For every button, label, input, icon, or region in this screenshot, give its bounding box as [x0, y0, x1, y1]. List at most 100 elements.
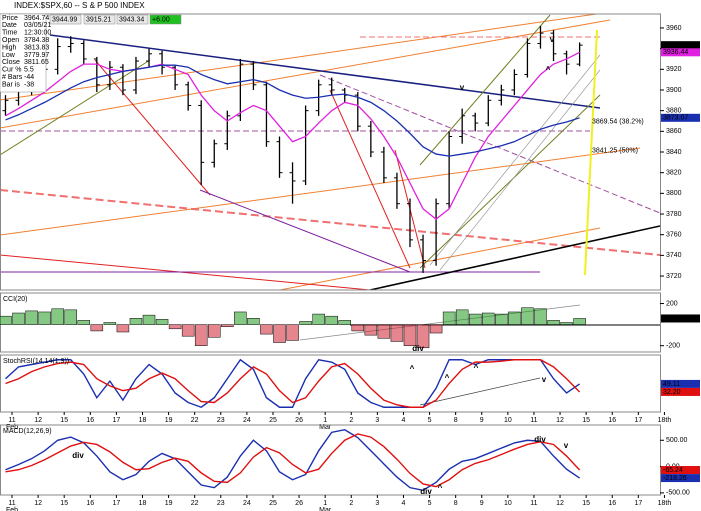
last-value-box: [661, 466, 700, 475]
cci-bar: [194, 324, 208, 346]
y-tick-label: 3900: [666, 87, 682, 94]
cci-bar: [534, 308, 547, 325]
x-tick-label: 4: [402, 500, 406, 507]
info-value: 3779.97: [24, 52, 49, 59]
cci-bar: [51, 308, 64, 325]
last-value-label: 58.17: [663, 315, 681, 322]
x-tick-label: 16: [86, 500, 94, 507]
x-tick-label: 24: [243, 417, 251, 424]
cci-bar: [273, 324, 286, 343]
x-tick-label: 19: [165, 500, 173, 507]
x-tick-label: 10: [504, 500, 512, 507]
info-label: High: [2, 44, 17, 51]
cci-bar: [221, 324, 234, 327]
info-label: Bar is: [2, 81, 20, 88]
info-label: Date: [2, 22, 17, 29]
x-tick-label: 11: [530, 500, 537, 507]
y-tick-label: 3720: [666, 273, 682, 280]
stoch-trendline: [419, 377, 541, 406]
annotation: v: [460, 83, 465, 92]
x-tick-label: 15: [60, 417, 68, 424]
annotation: div: [72, 451, 84, 460]
last-value-box: [661, 474, 700, 483]
panel-title: CCI(20): [3, 296, 28, 303]
x-tick-label: 8: [454, 500, 458, 507]
cci-bar: [286, 324, 299, 341]
x-tick-label: 15: [582, 417, 590, 424]
info-value: 3784.38: [24, 37, 49, 44]
cci-bar: [77, 320, 91, 325]
x-tick-label: 26: [295, 500, 303, 507]
panel-frame: [0, 13, 661, 291]
cci-bar: [390, 324, 404, 342]
cci-bar: [260, 324, 273, 335]
x-tick-label: 17: [634, 417, 642, 424]
x-tick-label: 2: [349, 417, 353, 424]
panel-title: StochRSI(14,14(1,9)): [3, 358, 69, 365]
x-tick-label: 12: [34, 500, 42, 507]
y-tick-label: 3860: [666, 128, 682, 135]
x-tick-label: 16: [608, 500, 616, 507]
info-label: Low: [2, 52, 16, 59]
trendline: [419, 94, 601, 269]
info-label: Open: [2, 37, 19, 44]
x-tick-label: 17: [112, 500, 120, 507]
x-tick-label: 19: [165, 417, 173, 424]
cci-bar: [312, 313, 325, 325]
trendline: [369, 225, 660, 290]
indicator-line: [5, 358, 581, 409]
y-tick-label: 3840: [666, 149, 682, 156]
info-label: Time: [2, 30, 17, 37]
panel-title: MACD(12,26,9): [3, 428, 52, 435]
last-value-label: -65.24: [663, 467, 683, 474]
annotation: ^: [546, 65, 551, 74]
x-tick-label: 25: [269, 417, 277, 424]
cci-bar: [116, 324, 130, 333]
x-tick-label: 11: [8, 417, 15, 424]
month-label: Mar: [319, 424, 332, 431]
x-tick-label: 12: [34, 417, 42, 424]
cci-bar: [64, 309, 77, 325]
last-value-box: [661, 48, 700, 57]
cci-bar: [338, 320, 351, 325]
annotation: ^: [474, 363, 479, 372]
x-tick-label: 22: [191, 500, 199, 507]
header-value: 3944.99: [52, 16, 77, 23]
y-tick-label: 3880: [666, 107, 682, 114]
x-tick-label: 15: [60, 500, 68, 507]
cci-bar: [521, 307, 534, 325]
cci-bar: [155, 319, 169, 325]
header-box: [116, 14, 149, 25]
cci-bar: [560, 322, 573, 325]
x-tick-label: 2: [349, 500, 353, 507]
cci-bar: [416, 324, 430, 349]
last-value-box: [661, 113, 700, 122]
y-tick-label: 3820: [666, 170, 682, 177]
x-tick-label: 17: [634, 500, 642, 507]
moving-average: [5, 51, 580, 221]
last-value-label: 32.20: [663, 389, 681, 396]
y-tick-label: 3800: [666, 190, 682, 197]
y-tick-label: 3760: [666, 232, 682, 239]
fib-level-label: 3869.54 (38.2%): [592, 118, 644, 125]
trendline: [429, 54, 601, 266]
annotation: v: [542, 375, 547, 384]
info-label: Price: [2, 15, 18, 22]
indicator-line: [5, 433, 581, 488]
trendline: [0, 147, 641, 236]
info-label: Cur %: [2, 67, 21, 74]
trendline: [439, 69, 601, 271]
annotation: div: [534, 435, 546, 444]
trendline: [49, 34, 601, 109]
cci-bar: [103, 322, 117, 325]
cci-bar: [403, 324, 417, 346]
annotation: div: [412, 344, 424, 353]
cci-bar: [495, 313, 508, 325]
annotation: v: [550, 35, 555, 44]
cci-bar: [129, 318, 143, 325]
header-box: [49, 14, 82, 25]
x-tick-label: 15: [582, 500, 590, 507]
x-tick-label: 3: [375, 417, 379, 424]
cci-bar: [168, 324, 182, 330]
header-box: [149, 14, 182, 25]
